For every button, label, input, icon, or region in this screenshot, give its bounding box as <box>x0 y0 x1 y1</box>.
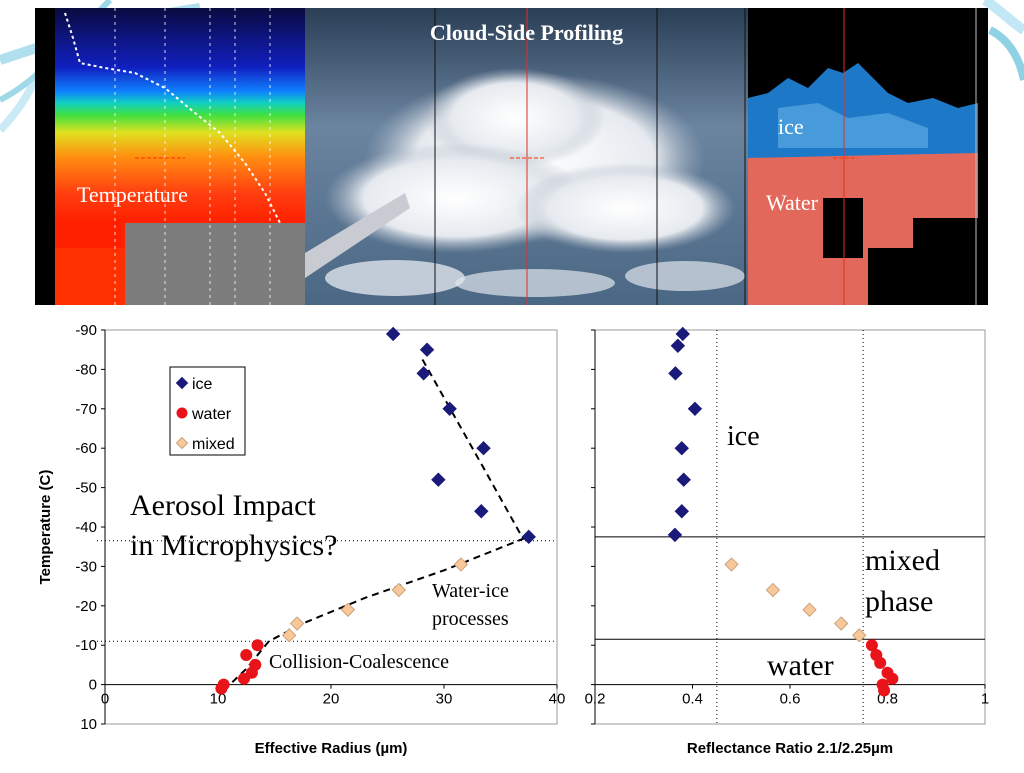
cloud-profiling-banner: Temperature <box>35 8 988 305</box>
point-mixed-right <box>833 616 849 631</box>
point-mixed <box>340 602 356 617</box>
x-tick-label: 20 <box>323 691 340 708</box>
point-mixed-right <box>724 557 739 572</box>
point-ice-right <box>687 401 703 417</box>
region-label-water: water <box>767 649 834 682</box>
annotation-aerosol-line1: Aerosol Impact <box>130 489 316 522</box>
point-water-right <box>886 672 899 685</box>
y-tick-label: -60 <box>75 440 97 457</box>
point-ice-right <box>675 326 690 342</box>
point-mixed-right <box>802 602 817 617</box>
x-tick-label-right: 0.4 <box>682 691 703 708</box>
point-ice <box>442 401 457 417</box>
ice-label: ice <box>778 114 804 139</box>
point-ice <box>431 472 446 487</box>
temperature-label: Temperature <box>77 182 188 207</box>
point-ice <box>385 326 401 342</box>
y-axis-title-left: Temperature (C) <box>37 470 54 585</box>
temperature-heatmap <box>35 8 305 305</box>
point-ice <box>521 529 536 545</box>
x-tick-label: 30 <box>436 691 453 708</box>
point-mixed <box>453 557 469 572</box>
y-tick-label: -50 <box>75 480 97 497</box>
region-label-mixed-line2: phase <box>865 585 933 618</box>
region-label-mixed-line1: mixed <box>865 544 940 577</box>
water-label: Water <box>766 190 818 215</box>
point-mixed <box>289 616 305 631</box>
x-tick-label: 10 <box>210 691 227 708</box>
point-mixed-right <box>765 582 781 598</box>
y-tick-label: -80 <box>75 361 97 378</box>
legend-marker-mixed <box>175 436 189 450</box>
chart-area: -90 -80 -70 -60 -50 -40 -30 -20 -10 0 10 0 10 20 30 40 E… <box>30 305 1010 768</box>
cloud-photo <box>305 8 748 305</box>
point-ice-right <box>674 440 689 456</box>
y-tick-label: -90 <box>75 322 97 339</box>
temperature-panel: Temperature <box>35 8 305 305</box>
x-tick-label-right: 0.2 <box>585 691 606 708</box>
region-label-ice: ice <box>727 421 760 452</box>
annotation-collision: Collision-Coalescence <box>269 651 449 673</box>
point-water-right <box>874 656 887 669</box>
annotation-aerosol-line2: in Microphysics? <box>130 529 337 562</box>
point-ice-right <box>667 527 683 543</box>
plot-frame-right <box>594 329 986 725</box>
y-tick-label: 10 <box>80 716 97 733</box>
banner-title: Cloud-Side Profiling <box>429 20 624 45</box>
point-ice <box>416 366 431 381</box>
x-tick-label: 40 <box>549 691 566 708</box>
y-tick-label: -40 <box>75 519 97 536</box>
y-tick-label: -70 <box>75 401 97 418</box>
y-tick-label: -30 <box>75 558 97 575</box>
point-water <box>251 639 264 652</box>
point-mixed <box>391 582 407 598</box>
cloud-photo-panel: Cloud-Side Profiling <box>305 8 748 305</box>
y-tick-label: -20 <box>75 598 97 615</box>
x-tick-label-right: 0.6 <box>780 691 801 708</box>
legend-marker-water <box>176 407 188 419</box>
point-water <box>237 672 250 685</box>
x-axis-title-right: Reflectance Ratio 2.1/2.25µm <box>687 740 893 757</box>
point-ice-right <box>670 338 686 353</box>
fit-line <box>222 357 525 692</box>
point-ice <box>474 504 489 519</box>
y-tick-label: 0 <box>89 677 97 694</box>
point-water <box>215 682 228 695</box>
point-water <box>240 649 253 662</box>
point-water-right <box>878 684 891 697</box>
y-tick-label: -10 <box>75 637 97 654</box>
legend-label-ice: ice <box>192 376 213 393</box>
phase-map-panel: ice Water <box>748 8 988 305</box>
point-ice-right <box>668 366 683 381</box>
phase-map <box>748 8 988 305</box>
legend-label-water: water <box>191 406 232 423</box>
point-ice <box>419 342 435 357</box>
point-ice-right <box>674 504 689 519</box>
x-axis-title-left: Effective Radius (µm) <box>255 740 408 757</box>
x-tick-label-right: 1 <box>981 691 989 708</box>
point-ice <box>476 440 491 456</box>
point-water <box>245 666 258 679</box>
annotation-water-ice-line1: Water-ice <box>432 580 509 602</box>
legend-marker-ice <box>175 376 189 390</box>
point-mixed <box>281 628 297 643</box>
point-ice-right <box>676 472 691 487</box>
annotation-water-ice-line2: processes <box>432 608 509 630</box>
point-water-right <box>865 639 878 652</box>
point-mixed-right <box>852 628 867 643</box>
legend-label-mixed: mixed <box>192 436 235 453</box>
